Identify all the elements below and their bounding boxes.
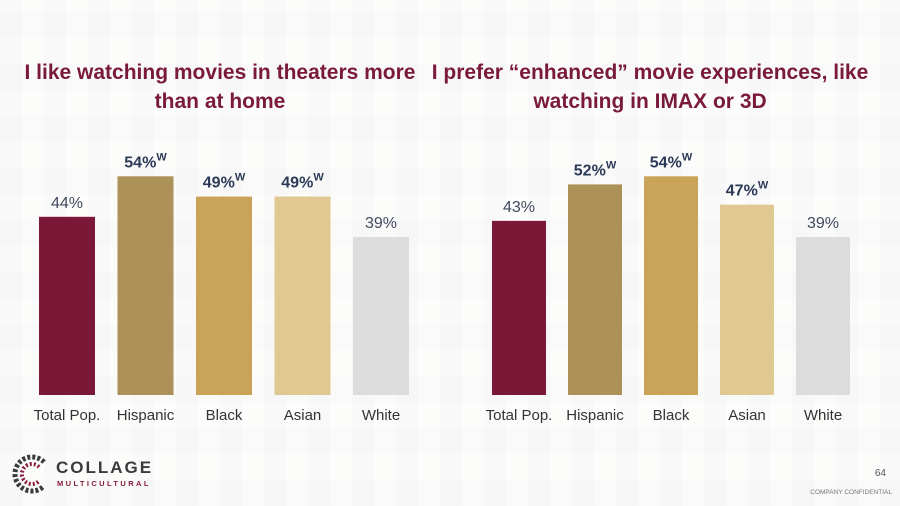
bar-value-label: 39%	[807, 215, 839, 232]
x-tick-label: White	[362, 407, 400, 424]
bar-white	[353, 237, 409, 395]
bar-white	[796, 237, 850, 395]
bar-black	[196, 196, 252, 395]
confidential-label: COMPANY CONFIDENTIAL	[810, 489, 892, 496]
significance-superscript: W	[156, 151, 167, 163]
x-tick-label: White	[804, 407, 842, 424]
x-tick-label: Total Pop.	[486, 407, 553, 424]
significance-superscript: W	[606, 159, 617, 171]
bar-value-label: 54%W	[650, 151, 693, 171]
bar-asian	[274, 196, 331, 395]
x-tick-label: Black	[653, 407, 690, 424]
x-tick-label: Total Pop.	[34, 407, 101, 424]
bar-hispanic	[568, 184, 622, 395]
bar-black	[644, 176, 698, 395]
bar-hispanic	[117, 176, 174, 395]
collage-multicultural-logo: COLLAGE MULTICULTURAL	[8, 452, 168, 500]
significance-superscript: W	[682, 151, 693, 163]
x-tick-label: Asian	[728, 407, 766, 424]
bar-value-label: 47%W	[726, 180, 769, 200]
logo-icon	[12, 454, 46, 494]
bar-total-pop	[492, 220, 546, 395]
significance-superscript: W	[758, 180, 769, 192]
bar-value-label: 52%W	[574, 159, 617, 179]
significance-superscript: W	[235, 172, 246, 184]
bar-value-label: 43%	[503, 199, 535, 216]
chart-title-theaters: I like watching movies in theaters more …	[24, 61, 416, 113]
bar-asian	[720, 204, 774, 395]
x-tick-label: Hispanic	[117, 407, 175, 424]
logo-subtitle: MULTICULTURAL	[57, 479, 151, 488]
x-tick-label: Hispanic	[566, 407, 624, 424]
bar-value-label: 44%	[51, 195, 83, 212]
x-tick-label: Black	[206, 407, 243, 424]
x-tick-label: Asian	[284, 407, 322, 424]
significance-superscript: W	[313, 172, 324, 184]
logo-wordmark: COLLAGE	[56, 458, 154, 477]
bar-value-label: 39%	[365, 215, 397, 232]
page-number: 64	[874, 468, 886, 479]
chart-title-enhanced: I prefer “enhanced” movie experiences, l…	[431, 61, 869, 113]
bar-total-pop	[39, 216, 95, 395]
